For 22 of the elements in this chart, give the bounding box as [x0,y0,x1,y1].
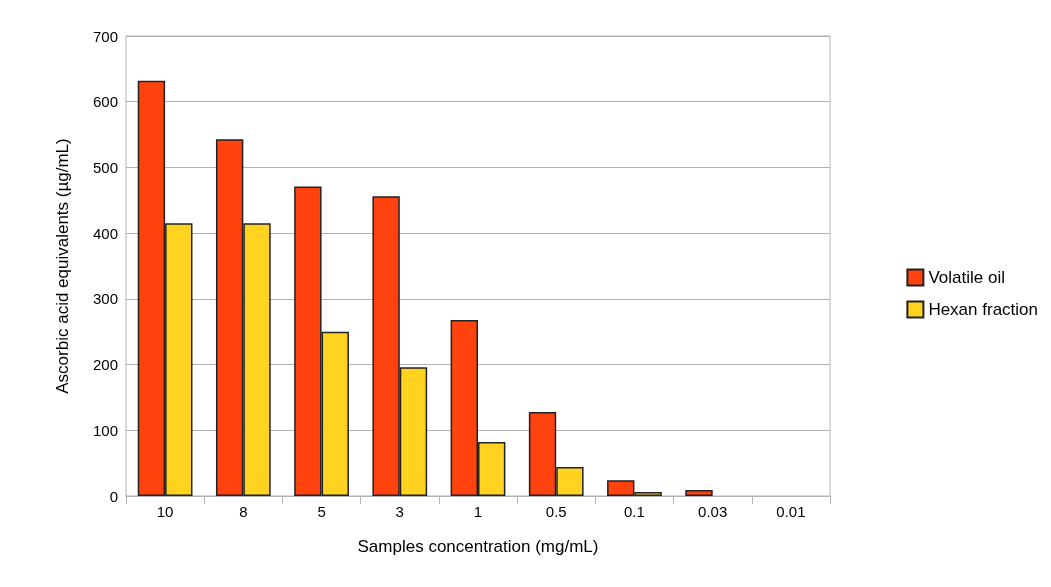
x-tick-label: 3 [395,503,404,520]
x-tick-label: 1 [473,503,483,520]
x-axis-title: Samples concentration (mg/mL) [357,537,599,556]
x-tick-label: 0.1 [624,503,645,520]
y-tick-label: 300 [92,290,118,308]
y-tick-label: 700 [92,27,118,45]
x-tick-label: 5 [317,503,326,520]
x-tick-label: 0.5 [545,503,567,520]
y-tick-label: 100 [92,421,118,439]
y-tick-label: 600 [92,93,118,111]
x-tick-label: 10 [156,503,174,520]
legend-label: Volatile oil [928,268,1005,287]
x-tick-label: 0.03 [698,503,728,520]
y-axis-title: Ascorbic acid equivalents (µg/mL) [53,138,72,394]
y-tick-label: 200 [92,356,118,374]
y-tick-label: 500 [92,158,118,176]
x-tick-label: 8 [239,503,248,520]
x-tick-label: 0.01 [776,503,806,520]
y-tick-label: 400 [92,224,118,242]
legend-label: Hexan fraction [928,300,1039,319]
bar [685,490,713,496]
y-tick-label: 0 [109,487,118,505]
